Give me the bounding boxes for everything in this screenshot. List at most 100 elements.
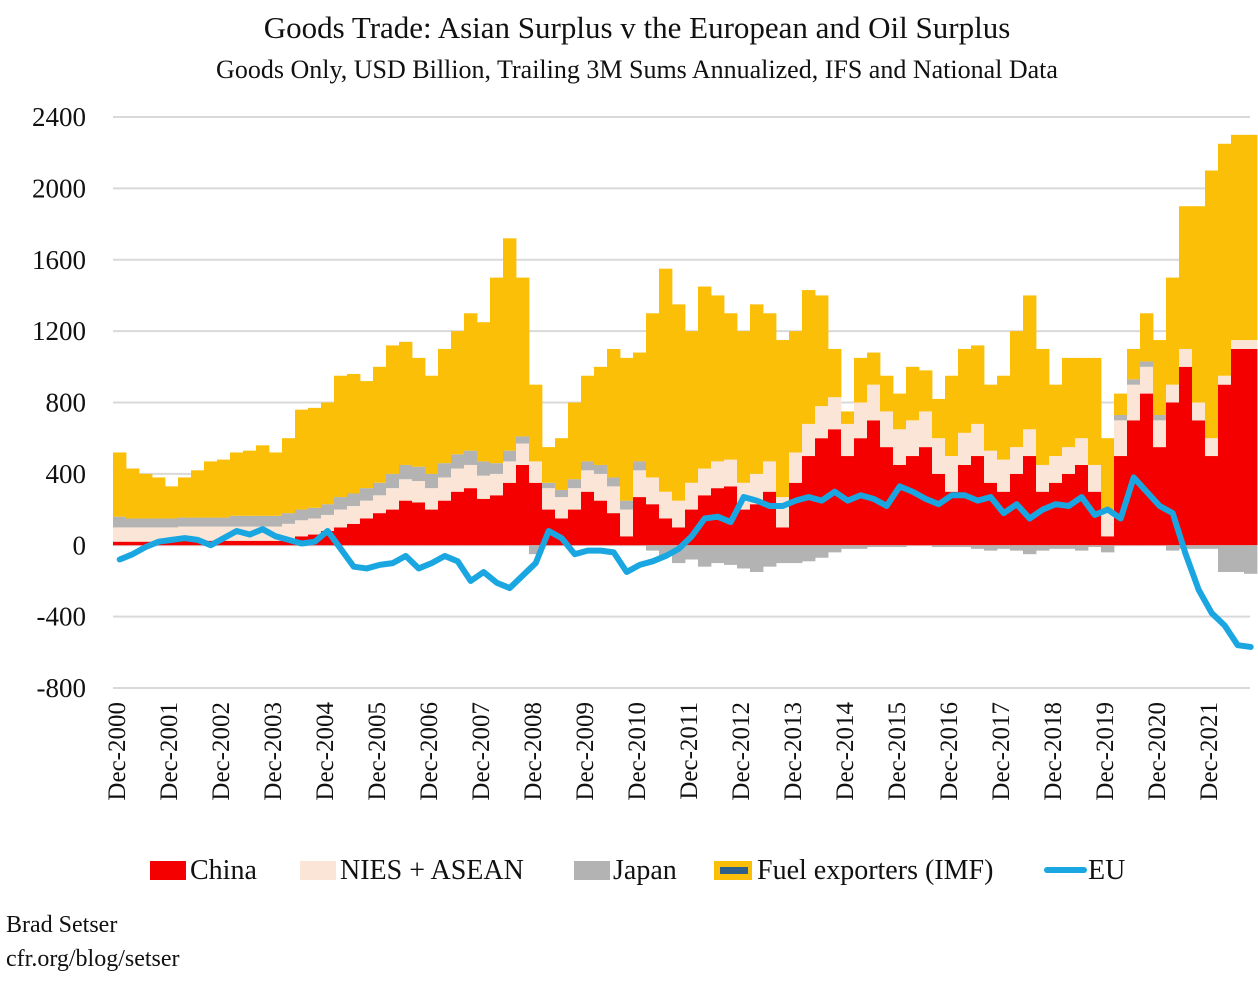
bar-nies — [997, 459, 1011, 492]
bar-japan — [646, 545, 660, 551]
bar-china — [373, 513, 387, 546]
bar-nies — [672, 500, 686, 528]
x-tick-label: Dec-2008 — [520, 702, 547, 801]
bar-fuel — [139, 473, 153, 519]
bar-japan — [243, 515, 257, 527]
bar-fuel — [1179, 206, 1193, 349]
legend-label-nies: NIES + ASEAN — [340, 855, 524, 886]
bar-china — [1231, 348, 1245, 546]
bar-china — [646, 504, 660, 546]
bar-china — [737, 509, 751, 546]
bar-nies — [1036, 464, 1050, 492]
bar-china — [1049, 482, 1063, 546]
bar-china — [932, 473, 946, 546]
bar-fuel — [646, 313, 660, 478]
bar-japan — [1192, 545, 1206, 549]
bar-china — [568, 509, 582, 546]
bar-fuel — [295, 409, 309, 510]
legend-label-eu: EU — [1088, 855, 1125, 886]
bar-nies — [815, 406, 829, 439]
bar-japan — [347, 493, 361, 506]
bar-fuel — [724, 313, 738, 460]
x-tick-label: Dec-2010 — [624, 702, 651, 801]
bar-china — [1114, 456, 1128, 546]
bar-japan — [1231, 545, 1245, 573]
bar-fuel — [568, 402, 582, 480]
bar-nies — [1244, 340, 1258, 349]
bar-fuel — [1101, 438, 1115, 510]
bar-nies — [1218, 375, 1232, 385]
bar-fuel — [1010, 331, 1024, 448]
bar-japan — [997, 545, 1011, 549]
bar-nies — [1153, 420, 1167, 448]
bar-japan — [893, 545, 907, 548]
bar-china — [386, 509, 400, 546]
bar-china — [256, 540, 270, 546]
bar-nies — [594, 473, 608, 501]
bar-japan — [412, 466, 426, 482]
bar-china — [581, 491, 595, 546]
bar-japan — [360, 488, 374, 501]
x-tick-label: Dec-2014 — [832, 702, 859, 801]
bar-japan — [555, 489, 569, 498]
bar-china — [750, 504, 764, 546]
x-tick-label: Dec-2005 — [364, 702, 391, 801]
bar-fuel — [620, 357, 634, 501]
bar-china — [1023, 456, 1037, 546]
bar-fuel — [737, 331, 751, 483]
bar-fuel — [204, 461, 218, 518]
bar-china — [1101, 536, 1115, 546]
bar-fuel — [477, 322, 491, 462]
x-tick-label: Dec-2009 — [572, 702, 599, 801]
bar-fuel — [945, 375, 959, 457]
x-tick-label: Dec-2020 — [1144, 702, 1171, 801]
chart-subtitle: Goods Only, USD Billion, Trailing 3M Sum… — [216, 55, 1058, 84]
bar-japan — [724, 545, 738, 565]
bar-japan — [529, 545, 543, 555]
bar-fuel — [334, 375, 348, 498]
bar-fuel — [893, 393, 907, 430]
bar-china — [633, 497, 647, 546]
bar-japan — [698, 545, 712, 567]
bar-china — [997, 491, 1011, 546]
bar-japan — [1153, 414, 1167, 421]
bar-fuel — [958, 348, 972, 433]
bar-fuel — [1192, 206, 1206, 403]
bar-china — [659, 518, 673, 546]
bar-japan — [854, 545, 868, 549]
x-tick-label: Dec-2015 — [884, 702, 911, 801]
bar-fuel — [880, 375, 894, 412]
x-tick-label: Dec-2007 — [468, 702, 495, 801]
bar-fuel — [1166, 277, 1180, 385]
bar-nies — [932, 438, 946, 474]
bar-china — [113, 541, 127, 546]
bar-japan — [282, 513, 296, 524]
bar-nies — [425, 488, 439, 510]
bar-japan — [607, 477, 621, 487]
bar-nies — [1088, 464, 1102, 492]
bar-fuel — [763, 313, 777, 462]
bar-china — [529, 482, 543, 546]
bar-fuel — [607, 348, 621, 478]
bar-china — [607, 513, 621, 546]
bar-fuel — [126, 468, 140, 519]
bar-japan — [880, 545, 894, 548]
bar-fuel — [1036, 348, 1050, 465]
bar-fuel — [529, 384, 543, 462]
bar-fuel — [1088, 357, 1102, 465]
bar-china — [178, 540, 192, 546]
bar-japan — [1101, 545, 1115, 553]
bar-fuel — [789, 331, 803, 453]
bar-japan — [1114, 414, 1128, 421]
bar-fuel — [217, 459, 231, 518]
bar-fuel — [1140, 313, 1154, 362]
bar-nies — [1010, 447, 1024, 474]
bar-japan — [438, 463, 452, 478]
bar-japan — [1010, 545, 1024, 551]
bar-nies — [906, 420, 920, 457]
bar-japan — [1088, 545, 1102, 548]
bar-china — [594, 500, 608, 546]
bar-china — [399, 500, 413, 546]
bar-japan — [802, 545, 816, 562]
bar-china — [828, 429, 842, 546]
